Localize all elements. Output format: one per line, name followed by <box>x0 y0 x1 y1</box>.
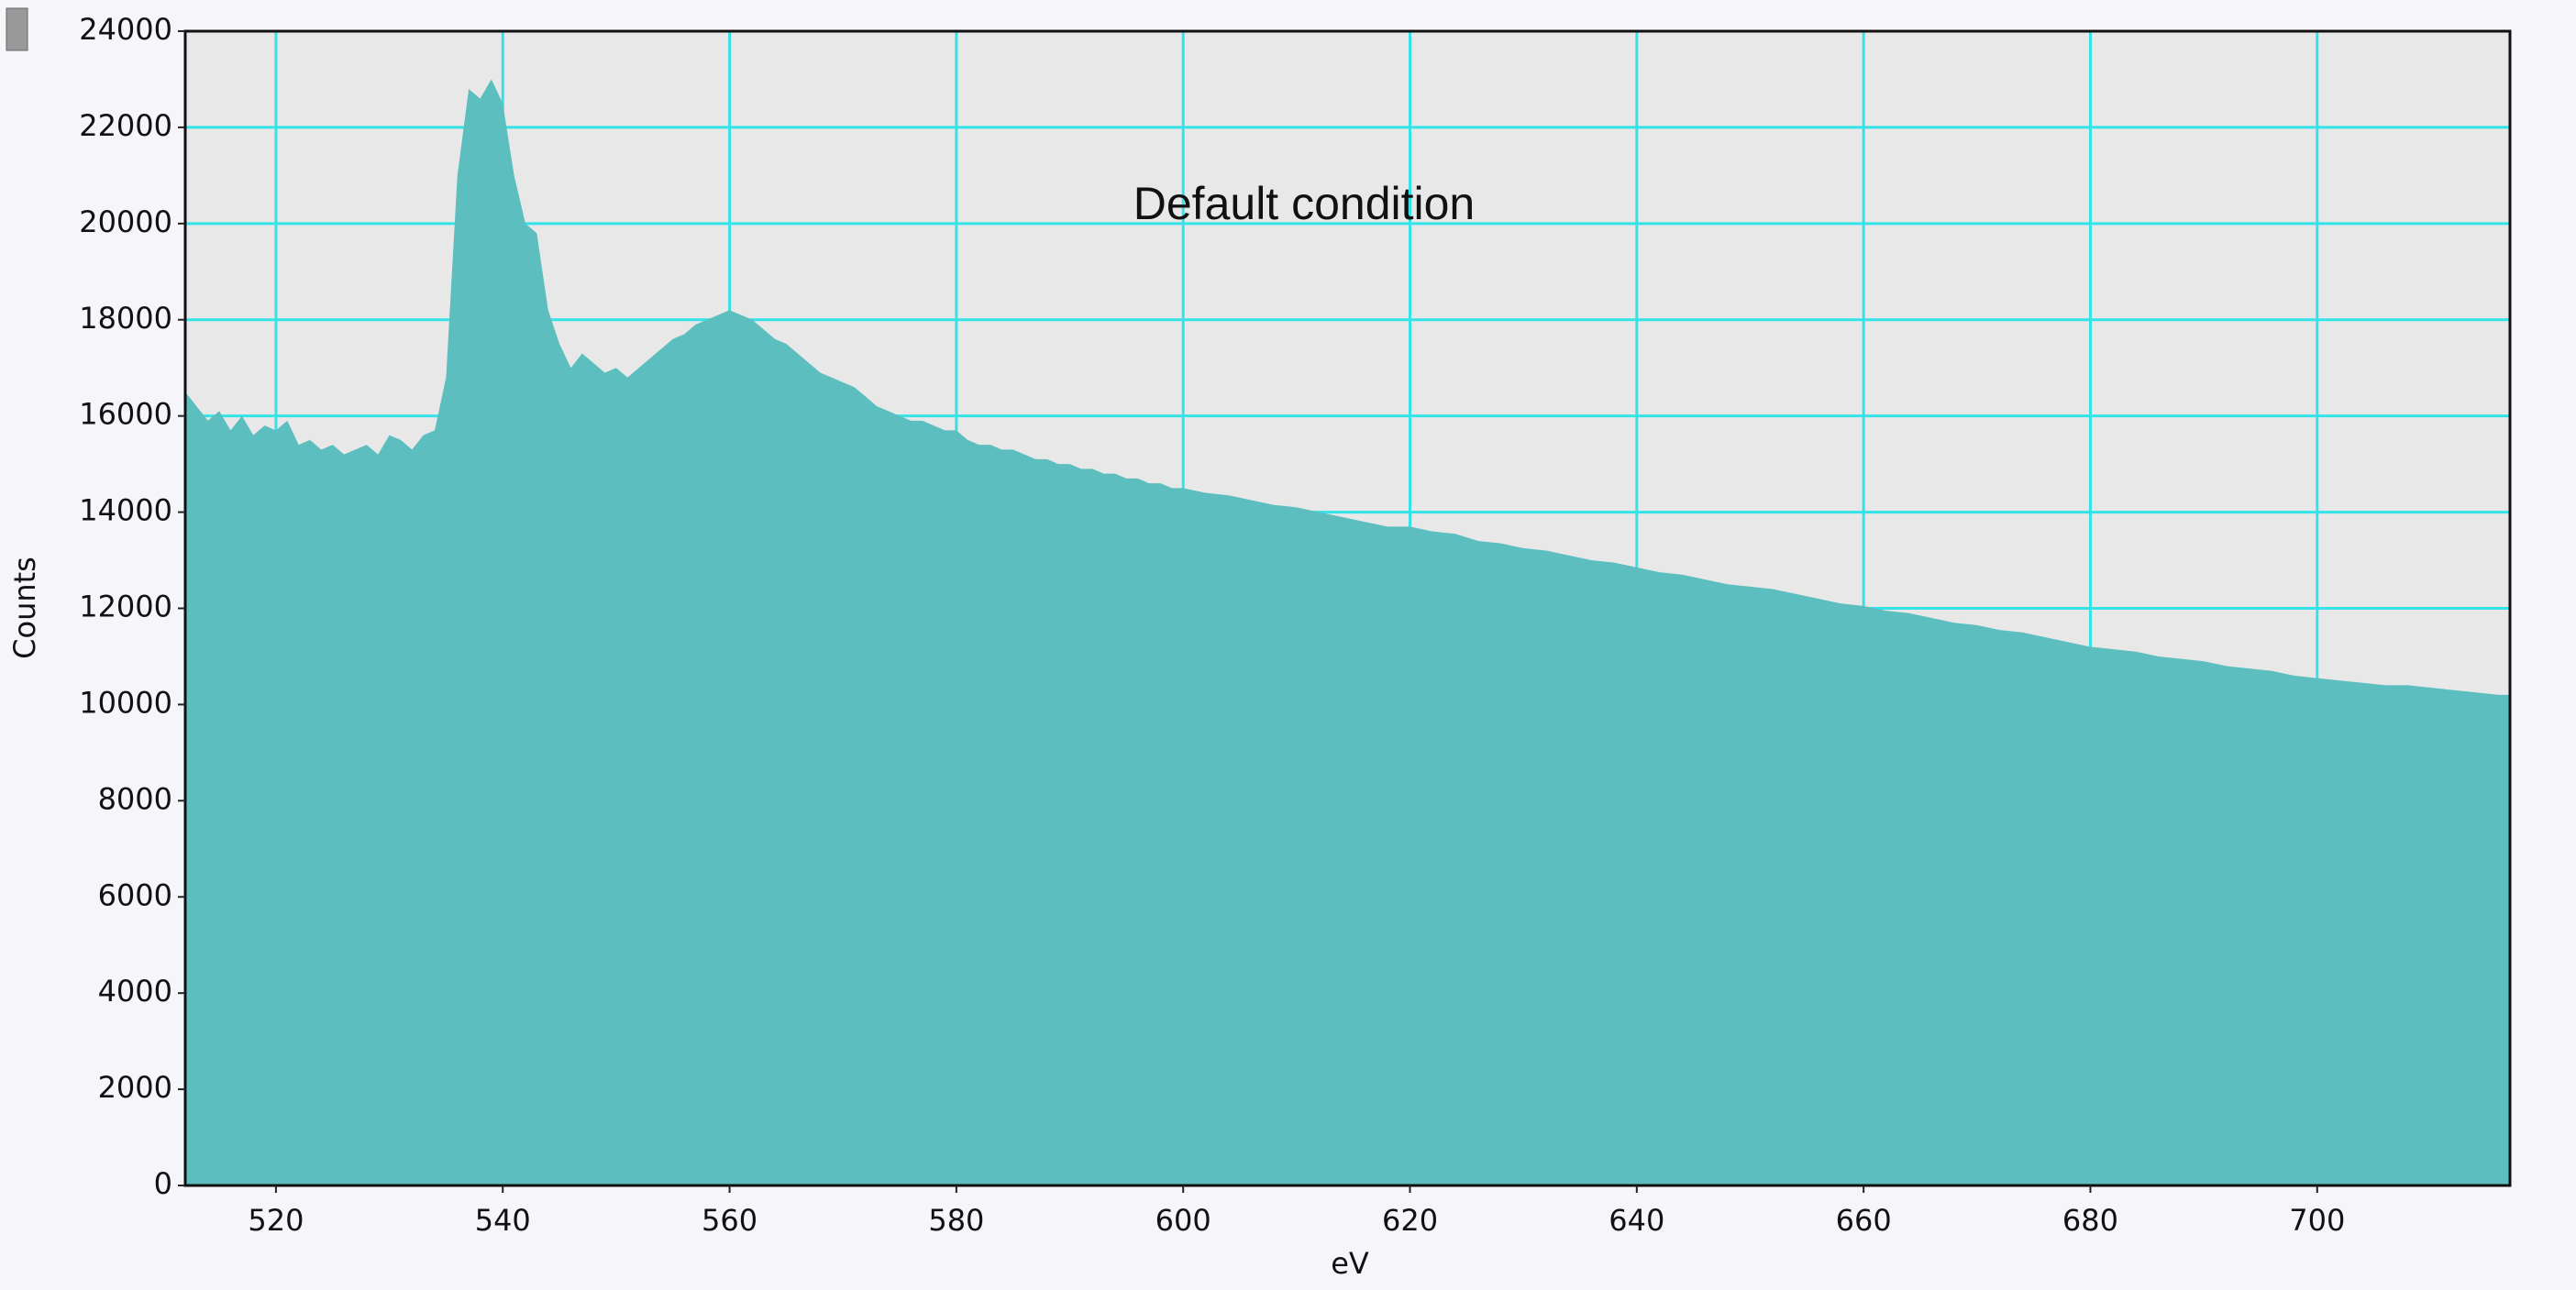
y-tick-label: 6000 <box>98 877 172 912</box>
x-tick-label: 640 <box>1609 1203 1664 1238</box>
handle <box>6 7 28 51</box>
y-tick-label: 2000 <box>98 1070 172 1105</box>
x-tick-label: 600 <box>1155 1203 1211 1238</box>
y-tick-label: 24000 <box>79 12 172 47</box>
x-tick-label: 540 <box>475 1203 531 1238</box>
y-tick-label: 10000 <box>79 685 172 720</box>
area <box>185 79 2510 1185</box>
y-tick-label: 16000 <box>79 397 172 432</box>
x-tick-label: 560 <box>702 1203 757 1238</box>
y-tick-label: 8000 <box>98 781 172 816</box>
y-tick-label: 20000 <box>79 204 172 239</box>
x-axis-label: eV <box>1331 1246 1369 1281</box>
y-tick-label: 4000 <box>98 974 172 1009</box>
y-tick-label: 12000 <box>79 590 172 624</box>
plot-area <box>183 29 2512 1187</box>
x-tick-label: 680 <box>2062 1203 2118 1238</box>
x-tick-label: 620 <box>1382 1203 1438 1238</box>
x-tick-label: 520 <box>248 1203 304 1238</box>
x-tick-label: 660 <box>1836 1203 1892 1238</box>
x-tick-label: 700 <box>2289 1203 2345 1238</box>
y-tick-label: 0 <box>154 1166 172 1201</box>
chart-title: Default condition <box>1133 178 1475 229</box>
x-tick-label: 580 <box>928 1203 984 1238</box>
y-tick-label: 22000 <box>79 108 172 143</box>
y-tick-label: 14000 <box>79 493 172 528</box>
y-axis-label: Counts <box>7 557 42 659</box>
y-tick-label: 18000 <box>79 301 172 336</box>
